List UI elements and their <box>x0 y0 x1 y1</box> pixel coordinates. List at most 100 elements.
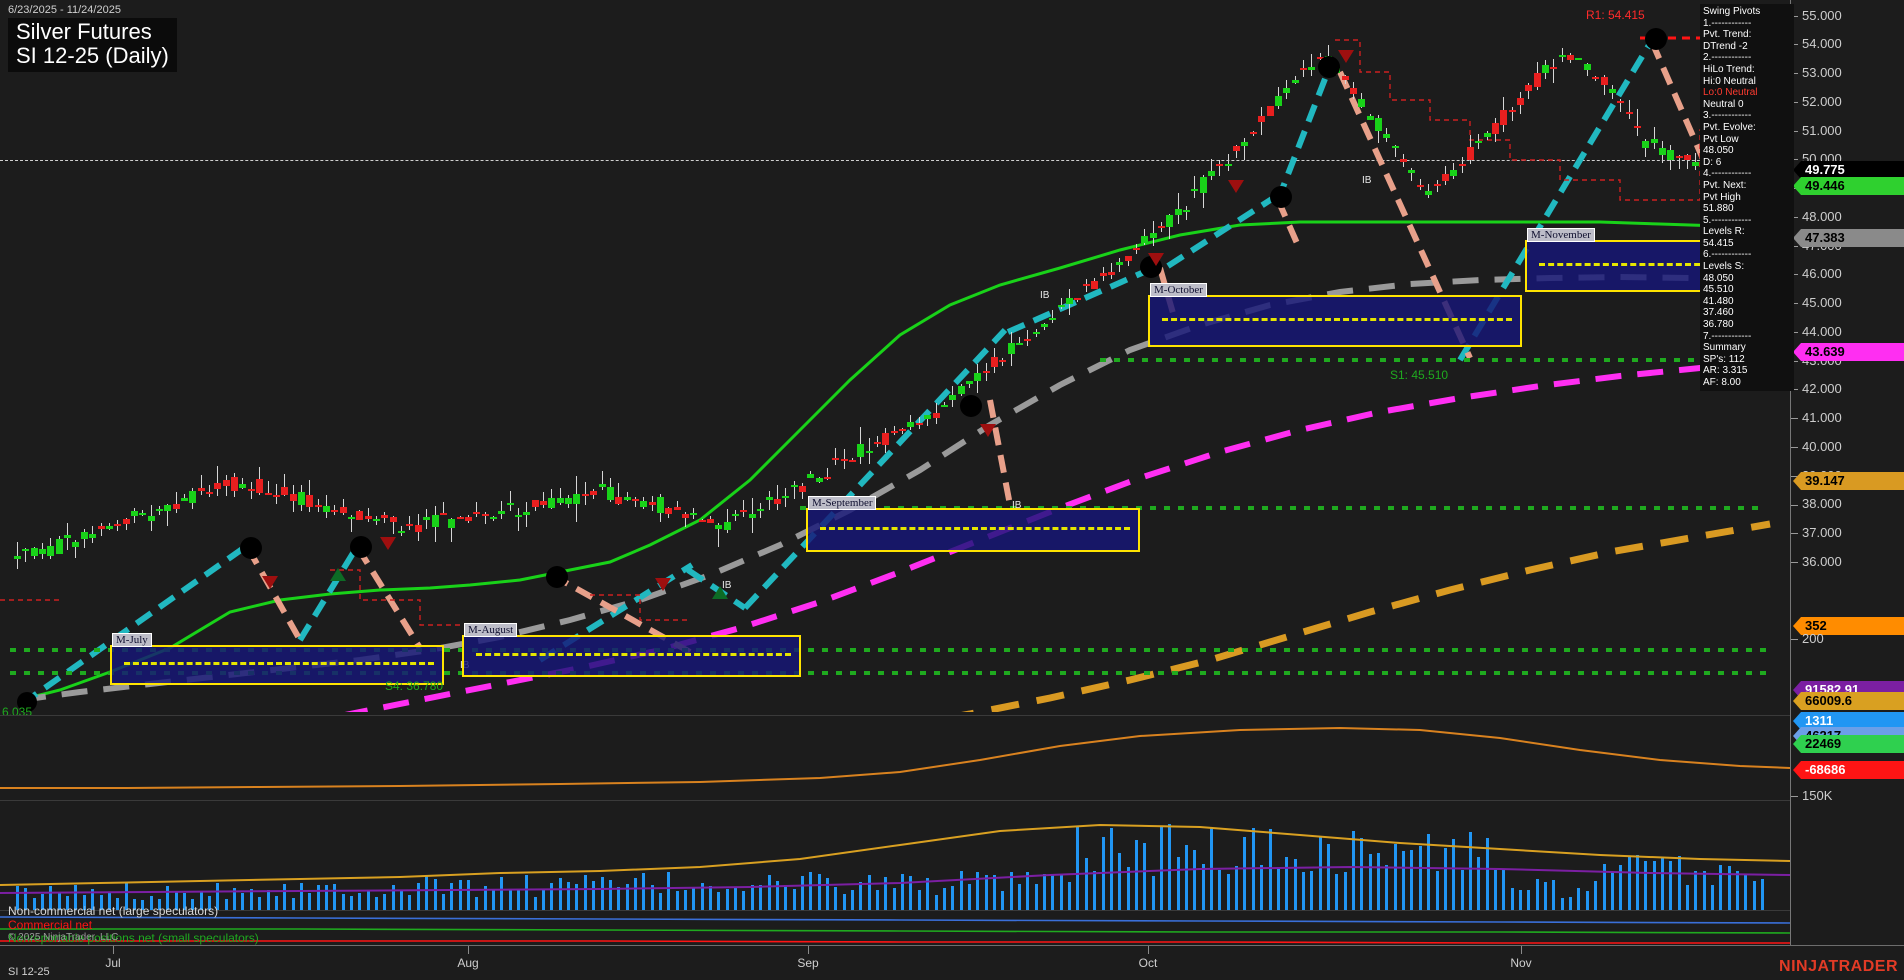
info-row-19: 54.415 <box>1703 238 1791 250</box>
info-row-0: 1.------------ <box>1703 18 1791 30</box>
sell-arrow-icon <box>980 424 996 437</box>
info-row-14: Pvt. Next: <box>1703 180 1791 192</box>
zone-label-m-july[interactable]: M-July <box>112 633 152 647</box>
info-row-25: 37.460 <box>1703 307 1791 319</box>
info-row-26: 36.780 <box>1703 319 1791 331</box>
info-row-2: DTrend -2 <box>1703 41 1791 53</box>
axis-tick-41.000: 41.000 <box>1791 410 1842 425</box>
r1-label: R1: 54.415 <box>1586 8 1645 22</box>
pivot-marker[interactable] <box>960 395 982 417</box>
info-row-23: 45.510 <box>1703 284 1791 296</box>
cot-pane[interactable]: Non-commercial net (large speculators) C… <box>0 910 1790 946</box>
sell-arrow-icon <box>1338 50 1354 63</box>
cot-lines <box>0 911 1790 946</box>
axis-tick-42.000: 42.000 <box>1791 381 1842 396</box>
open-interest-line <box>0 801 1790 911</box>
ind3-tag-red[interactable]: -68686 <box>1793 761 1904 779</box>
zone-label-m-august[interactable]: M-August <box>464 623 517 637</box>
info-panel-rows: 1.------------Pvt. Trend:DTrend -22.----… <box>1703 18 1791 389</box>
cot-legend-commercial: Commercial net <box>8 918 92 932</box>
pivot-marker[interactable] <box>1318 56 1340 78</box>
sell-arrow-icon <box>1148 253 1164 266</box>
last-price-tag[interactable]: 49.775 <box>1793 161 1904 179</box>
time-label-Aug: Aug <box>457 956 478 970</box>
pivot-marker[interactable] <box>546 566 568 588</box>
zone-label-m-september[interactable]: M-September <box>808 496 876 510</box>
axis-tick-46.000: 46.000 <box>1791 266 1842 281</box>
zone-m-september[interactable] <box>806 508 1140 552</box>
pivot-marker[interactable] <box>1645 28 1667 50</box>
ib-marker: IB <box>1040 290 1049 301</box>
info-panel-title: Swing Pivots <box>1703 6 1791 18</box>
ib-marker: IB <box>722 580 731 591</box>
swing-pivots-info-panel[interactable]: Swing Pivots 1.------------Pvt. Trend:DT… <box>1700 4 1794 391</box>
info-row-18: Levels R: <box>1703 226 1791 238</box>
time-tick-Sep <box>808 946 809 954</box>
info-row-4: HiLo Trend: <box>1703 64 1791 76</box>
pivot-marker[interactable] <box>1270 186 1292 208</box>
zone-m-august[interactable] <box>462 635 801 677</box>
axis-tick-52.000: 52.000 <box>1791 94 1842 109</box>
sell-arrow-icon <box>380 537 396 550</box>
info-row-27: 7.------------ <box>1703 331 1791 343</box>
zone-m-october[interactable] <box>1148 295 1522 347</box>
cot-legend-noncommercial: Non-commercial net (large speculators) <box>8 904 218 918</box>
ma-tag-gray[interactable]: 47.383 <box>1793 229 1904 247</box>
price-axis[interactable]: 55.00054.00053.00052.00051.00050.00049.0… <box>1790 0 1904 945</box>
info-row-11: 48.050 <box>1703 145 1791 157</box>
info-row-21: Levels S: <box>1703 261 1791 273</box>
buy-arrow-icon <box>330 568 346 581</box>
time-axis[interactable]: JulAugSepOctNov <box>0 945 1904 980</box>
time-tick-Jul <box>113 946 114 954</box>
ma-tag-magenta[interactable]: 43.639 <box>1793 343 1904 361</box>
info-row-8: 3.------------ <box>1703 110 1791 122</box>
info-row-15: Pvt High <box>1703 192 1791 204</box>
sell-arrow-icon <box>262 576 278 589</box>
time-tick-Nov <box>1521 946 1522 954</box>
axis-tick-150k: 150K <box>1791 788 1832 803</box>
time-label-Oct: Oct <box>1139 956 1158 970</box>
info-row-12: D: 6 <box>1703 157 1791 169</box>
info-row-1: Pvt. Trend: <box>1703 29 1791 41</box>
axis-tick-53.000: 53.000 <box>1791 65 1842 80</box>
copyright-label: © 2025 NinjaTrader, LLC <box>8 932 118 943</box>
info-row-7: Neutral 0 <box>1703 99 1791 111</box>
bid-tag[interactable]: 49.446 <box>1793 177 1904 195</box>
info-row-5: Hi:0 Neutral <box>1703 76 1791 88</box>
axis-tick-48.000: 48.000 <box>1791 209 1842 224</box>
ind3-tag-green[interactable]: 22469 <box>1793 735 1904 753</box>
oscillator-line <box>0 716 1790 801</box>
oscillator-pane[interactable] <box>0 715 1790 801</box>
zone-label-m-november[interactable]: M-November <box>1527 228 1595 242</box>
time-tick-Oct <box>1148 946 1149 954</box>
zone-midline <box>476 653 791 656</box>
axis-tick-55.000: 55.000 <box>1791 8 1842 23</box>
axis-tick-54.000: 54.000 <box>1791 36 1842 51</box>
axis-tick-45.000: 45.000 <box>1791 295 1842 310</box>
time-label-Sep: Sep <box>797 956 818 970</box>
sell-arrow-icon <box>1228 180 1244 193</box>
zone-midline <box>820 527 1130 530</box>
pivot-marker[interactable] <box>240 537 262 559</box>
volume-pane[interactable] <box>0 800 1790 911</box>
ma-tag-orange[interactable]: 39.147 <box>1793 472 1904 490</box>
chart-application: 6/23/2025 - 11/24/2025 Silver Futures SI… <box>0 0 1904 979</box>
zone-midline <box>1162 318 1512 321</box>
ind2-tag-gold[interactable]: 66009.6 <box>1793 692 1904 710</box>
zone-label-m-october[interactable]: M-October <box>1150 283 1207 297</box>
info-row-28: Summary <box>1703 342 1791 354</box>
zone-midline <box>124 662 434 665</box>
axis-tick-38.000: 38.000 <box>1791 496 1842 511</box>
time-tick-Aug <box>468 946 469 954</box>
axis-tick-200: 200 <box>1791 631 1824 646</box>
ninjatrader-brand-logo: NINJATRADER <box>1779 958 1898 976</box>
pivot-marker[interactable] <box>350 536 372 558</box>
info-row-24: 41.480 <box>1703 296 1791 308</box>
axis-tick-37.000: 37.000 <box>1791 525 1842 540</box>
time-label-Jul: Jul <box>105 956 120 970</box>
info-row-29: SP's: 112 <box>1703 354 1791 366</box>
price-pane[interactable]: IB IB IB IB IB M-JulyM-AugustM-September… <box>0 0 1790 712</box>
axis-tick-40.000: 40.000 <box>1791 439 1842 454</box>
s4-label: S4: 36.780 <box>385 679 443 693</box>
ib-marker: IB <box>1362 175 1371 186</box>
